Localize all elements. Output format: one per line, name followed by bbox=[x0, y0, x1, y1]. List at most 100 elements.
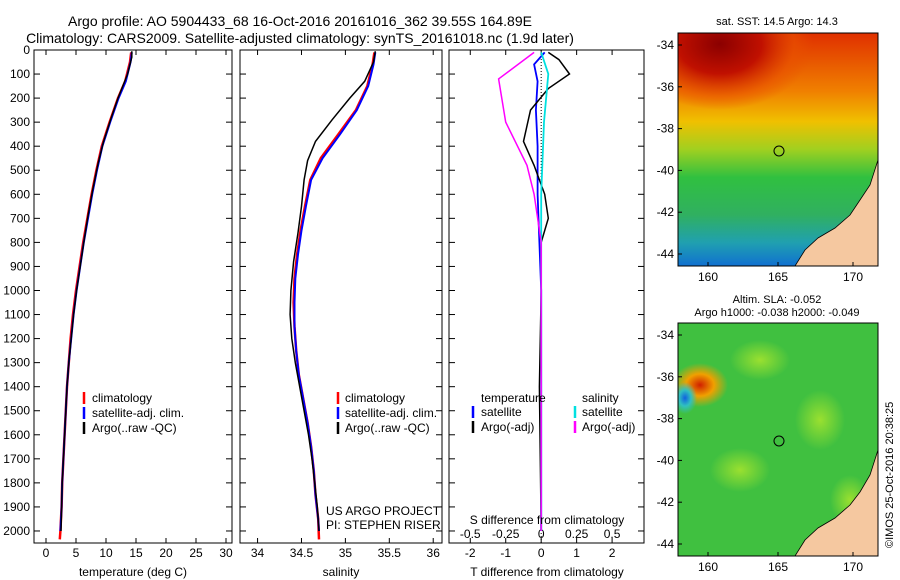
s-tick-label: -0.25 bbox=[492, 527, 520, 541]
x-tick-label: -1 bbox=[500, 546, 511, 560]
legend-label-argo: Argo(..raw -QC) bbox=[345, 421, 430, 435]
credit-text: ©IMOS 25-Oct-2016 20:38:25 bbox=[884, 402, 896, 548]
x-tick-label: 10 bbox=[99, 546, 113, 560]
figure-title-line1: Argo profile: AO 5904433_68 16-Oct-2016 … bbox=[68, 13, 532, 29]
map-lon-label: 170 bbox=[843, 560, 863, 574]
legend-label-sal-satellite: satellite bbox=[582, 405, 623, 419]
x-tick-label: 34.5 bbox=[290, 546, 314, 560]
difference-panel-frame bbox=[448, 49, 645, 544]
sst-map bbox=[677, 32, 879, 267]
sst-map-axes: -34 -36 -38 -40 -42 -44 160 165 170 bbox=[657, 38, 864, 284]
x-tick-label: 25 bbox=[189, 546, 203, 560]
depth-tick-label: 1100 bbox=[4, 308, 30, 322]
temperature-axis: 0 5 10 15 20 25 30 bbox=[43, 50, 233, 560]
map-lat-label: -42 bbox=[657, 495, 675, 509]
temperature-xlabel: temperature (deg C) bbox=[79, 565, 187, 579]
x-tick-label: 2 bbox=[609, 546, 616, 560]
sla-map bbox=[677, 322, 879, 557]
depth-tick-label: 1400 bbox=[3, 380, 30, 394]
s-tick-label: -0.5 bbox=[460, 527, 481, 541]
depth-tick-label: 600 bbox=[10, 187, 30, 201]
sla-light-patch bbox=[795, 390, 845, 450]
x-tick-label: -2 bbox=[465, 546, 476, 560]
salinity-series bbox=[289, 51, 377, 540]
legend-label-argo: Argo(..raw -QC) bbox=[92, 421, 177, 435]
sst-map-title: sat. SST: 14.5 Argo: 14.3 bbox=[716, 16, 838, 28]
map-lat-label: -44 bbox=[657, 247, 675, 261]
sla-land bbox=[794, 449, 878, 556]
temperature-legend: climatology satellite-adj. clim. Argo(..… bbox=[82, 391, 184, 435]
x-tick-label: 0 bbox=[538, 546, 545, 560]
series-line-argo-raw-qc- bbox=[60, 51, 133, 532]
map-lat-label: -38 bbox=[657, 122, 675, 136]
project-note: US ARGO PROJECT bbox=[326, 504, 441, 518]
legend-label-temp-argo: Argo(-adj) bbox=[481, 420, 534, 434]
sst-land bbox=[794, 159, 878, 266]
map-lat-label: -36 bbox=[657, 80, 675, 94]
map-lat-label: -44 bbox=[657, 537, 675, 551]
depth-tick-label: 1600 bbox=[3, 428, 30, 442]
map-lon-label: 160 bbox=[698, 270, 718, 284]
pi-note: PI: STEPHEN RISER bbox=[326, 518, 441, 532]
depth-tick-label: 1000 bbox=[3, 283, 30, 297]
x-tick-label: 34 bbox=[251, 546, 265, 560]
sst-argo-location bbox=[773, 145, 785, 157]
depth-tick-label: 300 bbox=[10, 115, 30, 129]
x-tick-label: 1 bbox=[573, 546, 580, 560]
legend-label-climatology: climatology bbox=[345, 391, 405, 405]
sla-map-axes: -34 -36 -38 -40 -42 -44 160 165 170 bbox=[657, 328, 864, 574]
depth-tick-label: 800 bbox=[10, 235, 30, 249]
s-tick-label: 0.25 bbox=[565, 527, 589, 541]
depth-tick-label: 100 bbox=[10, 67, 30, 81]
map-lon-label: 160 bbox=[698, 560, 718, 574]
map-lat-label: -34 bbox=[657, 328, 675, 342]
temperature-panel-frame bbox=[33, 49, 233, 544]
legend-label-temp-satellite: satellite bbox=[481, 405, 522, 419]
sla-argo-location bbox=[773, 435, 785, 447]
sla-light-patch bbox=[710, 448, 770, 492]
map-lat-label: -42 bbox=[657, 205, 675, 219]
depth-tick-label: 0 bbox=[23, 43, 30, 57]
depth-axis: 0 100 200 300 400 500 600 700 800 900 1000 1100 1200… bbox=[3, 43, 644, 538]
depth-tick-label: 1500 bbox=[3, 404, 30, 418]
map-lon-label: 165 bbox=[768, 560, 788, 574]
s-tick-label: 0.5 bbox=[604, 527, 621, 541]
x-tick-label: 5 bbox=[73, 546, 80, 560]
map-lat-label: -36 bbox=[657, 370, 675, 384]
map-lat-label: -40 bbox=[657, 163, 675, 177]
x-tick-label: 0 bbox=[43, 546, 50, 560]
map-lat-label: -40 bbox=[657, 453, 675, 467]
depth-tick-label: 500 bbox=[10, 163, 30, 177]
map-lat-label: -34 bbox=[657, 38, 675, 52]
sla-light-patch bbox=[730, 340, 790, 380]
sst-warm-core bbox=[678, 33, 830, 140]
depth-tick-label: 700 bbox=[10, 211, 30, 225]
legend-label-satellite: satellite-adj. clim. bbox=[345, 406, 437, 420]
map-lat-label: -38 bbox=[657, 412, 675, 426]
depth-tick-label: 200 bbox=[10, 91, 30, 105]
series-line-salinity-argo-adj- bbox=[497, 51, 542, 531]
salinity-legend: climatology satellite-adj. clim. Argo(..… bbox=[336, 391, 437, 435]
x-tick-label: 30 bbox=[219, 546, 233, 560]
depth-tick-label: 1900 bbox=[3, 500, 30, 514]
depth-tick-label: 400 bbox=[10, 139, 30, 153]
legend-label-satellite: satellite-adj. clim. bbox=[92, 406, 184, 420]
difference-toplabel: S difference from climatology bbox=[470, 513, 625, 527]
salinity-panel-frame bbox=[239, 49, 443, 544]
depth-tick-label: 1800 bbox=[3, 476, 30, 490]
x-tick-label: 35.5 bbox=[378, 546, 402, 560]
depth-tick-label: 1300 bbox=[3, 356, 30, 370]
sla-map-title2: Argo h1000: -0.038 h2000: -0.049 bbox=[694, 307, 859, 319]
x-tick-label: 35 bbox=[339, 546, 353, 560]
sla-map-title1: Altim. SLA: -0.052 bbox=[733, 294, 822, 306]
map-lon-label: 170 bbox=[843, 270, 863, 284]
salinity-xlabel: salinity bbox=[323, 565, 360, 579]
depth-tick-label: 1700 bbox=[3, 452, 30, 466]
sla-low-anomaly bbox=[678, 382, 697, 414]
map-lon-label: 165 bbox=[768, 270, 788, 284]
x-tick-label: 36 bbox=[427, 546, 441, 560]
legend-label-sal-argo: Argo(-adj) bbox=[582, 420, 635, 434]
salinity-axis: 34 34.5 35 35.5 36 bbox=[251, 50, 440, 560]
